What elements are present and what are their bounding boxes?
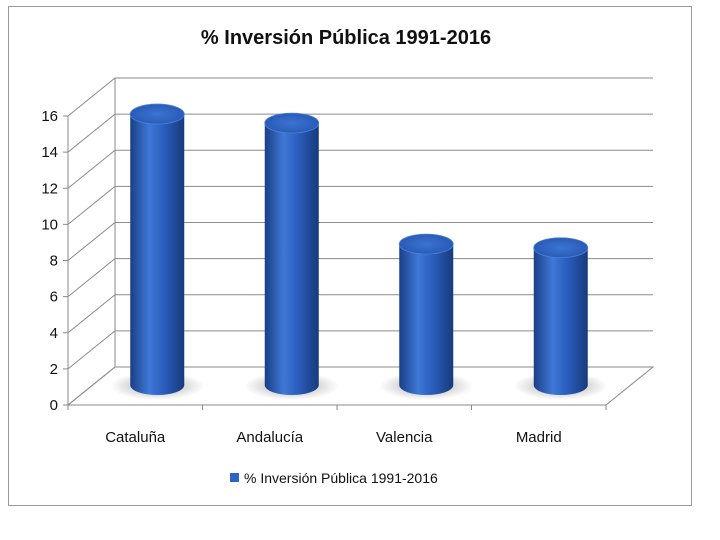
x-tick-label: Cataluña	[105, 429, 166, 446]
x-tick-label: Andalucía	[236, 429, 303, 446]
bars	[110, 103, 608, 400]
y-tick-label: 0	[50, 397, 58, 414]
axes	[63, 78, 607, 410]
bar-top	[398, 233, 454, 255]
bar	[110, 103, 205, 400]
y-tick-label: 4	[50, 325, 58, 342]
bar-body	[130, 114, 185, 395]
bar-body	[264, 123, 319, 395]
y-tick-label: 16	[41, 108, 58, 125]
y-tick-label: 2	[50, 361, 58, 378]
y-tick-label: 14	[41, 144, 58, 161]
y-tick-label: 10	[41, 216, 58, 233]
y-tick-label: 6	[50, 289, 58, 306]
bar-body	[533, 247, 588, 395]
legend-swatch	[230, 473, 239, 482]
legend-label: % Inversión Pública 1991-2016	[244, 470, 438, 486]
bar-top	[264, 112, 320, 134]
x-tick-labels: Cataluña Andalucía Valencia Madrid	[105, 429, 561, 446]
bar	[513, 237, 608, 400]
x-tick-label: Madrid	[516, 429, 562, 446]
y-tick-label: 8	[50, 253, 58, 270]
chart-title: % Inversión Pública 1991-2016	[201, 27, 491, 49]
bar	[244, 112, 339, 400]
bar-top	[533, 237, 589, 259]
bar	[379, 233, 474, 400]
y-tick-labels: 0 2 4 6 8 10 12 14 16	[41, 108, 58, 414]
bar-top	[129, 103, 185, 125]
legend: % Inversión Pública 1991-2016	[230, 470, 438, 486]
y-tick-label: 12	[41, 180, 58, 197]
x-tick-label: Valencia	[376, 429, 433, 446]
bar-body	[399, 244, 454, 395]
